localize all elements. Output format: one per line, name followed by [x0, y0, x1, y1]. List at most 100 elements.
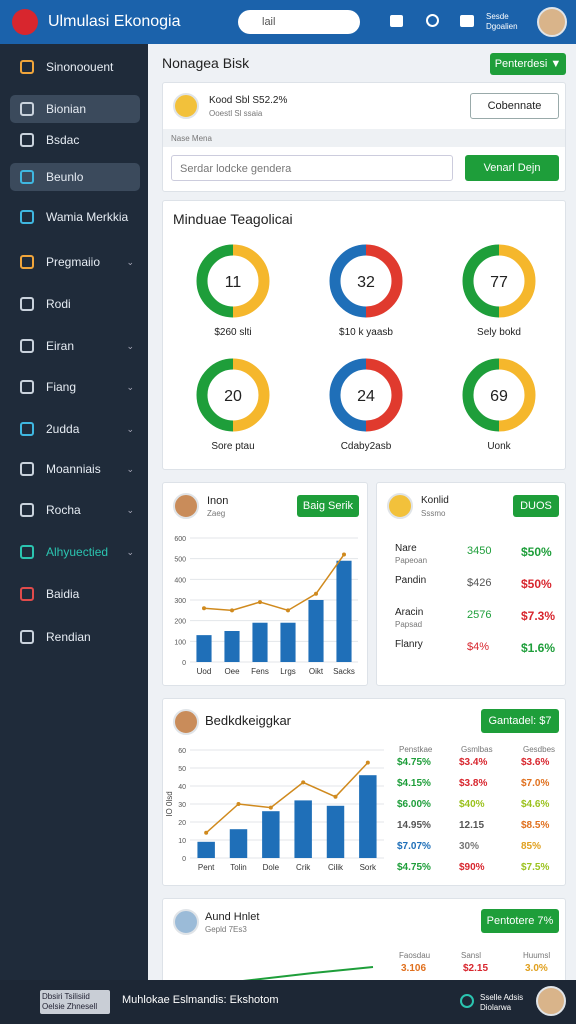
- row-label: Flanry: [395, 639, 423, 650]
- table-cell: $4.75%: [397, 757, 431, 768]
- bar: [359, 775, 377, 858]
- sidebar-item[interactable]: Alhyuectied ⌄: [10, 538, 140, 566]
- sidebar-item[interactable]: Bionian: [10, 95, 140, 123]
- top-button[interactable]: Penterdesi ▼: [490, 53, 566, 75]
- gauge-ring: [365, 358, 403, 432]
- card-title: Konlid: [421, 495, 449, 506]
- sidebar-item[interactable]: 2udda ⌄: [10, 415, 140, 443]
- logo: [12, 9, 38, 35]
- line-point: [301, 780, 306, 785]
- row-pct: $7.3%: [521, 609, 556, 623]
- gauge-ring: [329, 244, 367, 318]
- icon: [20, 255, 34, 269]
- row-sub: Papsad: [395, 620, 423, 629]
- table-cell: $40%: [459, 799, 485, 810]
- gauge-label: $260 slti: [214, 327, 251, 338]
- x-tick-label: Oee: [224, 667, 240, 676]
- sidebar-item[interactable]: Pregmaiio ⌄: [10, 248, 140, 276]
- table-cell: $7.0%: [521, 778, 550, 789]
- button[interactable]: DUOS: [513, 495, 559, 517]
- card-title: Inon: [207, 495, 229, 507]
- y-tick-label: 10: [178, 838, 186, 845]
- row-sub: Papeoan: [395, 556, 428, 565]
- icon[interactable]: [460, 15, 474, 27]
- gauge-ring: [196, 358, 234, 432]
- bar: [326, 805, 345, 858]
- row-pct: $50%: [521, 545, 552, 559]
- sidebar-item[interactable]: Sinonoouent: [10, 53, 140, 81]
- column-header: Faosdau: [399, 951, 431, 960]
- gauge-ring: [365, 244, 403, 318]
- y-tick-label: 300: [174, 598, 186, 605]
- gauge-ring: [498, 244, 536, 318]
- x-tick-label: Fens: [251, 667, 269, 676]
- card-sub: Zaeg: [207, 509, 226, 518]
- button[interactable]: Pentotere 7%: [481, 909, 559, 933]
- submit-button[interactable]: Venarl Dejn: [465, 155, 559, 181]
- sidebar-item[interactable]: Moanniais ⌄: [10, 455, 140, 483]
- sidebar-item[interactable]: Bsdac: [10, 126, 140, 154]
- bar: [294, 800, 312, 858]
- sidebar-item[interactable]: Rendian: [10, 623, 140, 651]
- row-label: Nare: [395, 543, 417, 554]
- icon[interactable]: [390, 15, 403, 27]
- line-point: [286, 608, 290, 613]
- gauges: 11 $260 slti 32 $10 k yaasb 77 Sely bokd 20 Sor…: [196, 244, 536, 452]
- line-point: [365, 760, 370, 765]
- bar: [280, 622, 296, 662]
- sidebar-item[interactable]: Fiang ⌄: [10, 373, 140, 401]
- avatar[interactable]: [536, 986, 566, 1016]
- sidebar-item[interactable]: Eiran ⌄: [10, 332, 140, 360]
- y-tick-label: 30: [178, 802, 186, 809]
- chevron: ⌄: [126, 546, 134, 557]
- x-tick-label: Oikt: [309, 667, 324, 676]
- gauge-label: Cdaby2asb: [341, 441, 392, 452]
- gauge-label: Sely bokd: [477, 327, 521, 338]
- line-point: [258, 600, 262, 605]
- footer-badge: Dbsiri Tsilisiid Oelsie Zhnesell: [40, 990, 110, 1014]
- column-value: 3.0%: [525, 963, 548, 974]
- column-value: $2.15: [463, 963, 489, 974]
- line-point: [204, 830, 209, 835]
- x-tick-label: Uod: [197, 667, 212, 676]
- avatar[interactable]: [537, 7, 567, 37]
- sidebar-item[interactable]: Rodi: [10, 290, 140, 318]
- x-tick-label: Lrgs: [280, 667, 296, 676]
- footer-right-2: Diolarwa: [480, 1003, 512, 1012]
- gauge-value: 24: [357, 388, 375, 405]
- sidebar-item[interactable]: Rocha ⌄: [10, 496, 140, 524]
- chevron: ⌄: [126, 423, 134, 434]
- input-placeholder: Serdar lodcke gendera: [180, 163, 292, 175]
- icon: [20, 503, 34, 517]
- profile-sub: Ooestl Sl ssaia: [209, 109, 263, 118]
- icon: [20, 422, 34, 436]
- column-value: 3.106: [401, 963, 427, 974]
- icon: [20, 170, 34, 184]
- y-axis-label: IO 0lsd: [165, 791, 174, 816]
- footer-center: Muhlokae Eslmandis: Ekshotom: [122, 994, 279, 1006]
- sidebar-item[interactable]: Wamia Merkkia: [10, 203, 140, 231]
- table-cell: $3.4%: [459, 757, 488, 768]
- gauge-value: 32: [357, 274, 375, 291]
- search-box[interactable]: lail: [238, 10, 360, 34]
- footer: Dbsiri Tsilisiid Oelsie Zhnesell Muhloka…: [0, 980, 576, 1024]
- button[interactable]: Cobennate: [470, 93, 559, 119]
- sidebar-item[interactable]: Baidia: [10, 580, 140, 608]
- icon: [20, 297, 34, 311]
- line-point: [230, 608, 234, 613]
- table-cell: $90%: [459, 862, 485, 873]
- search-text: lail: [262, 16, 276, 28]
- x-tick-label: Sork: [360, 863, 377, 872]
- button[interactable]: Baig Serik: [297, 495, 359, 517]
- chart: 0 10 20 30 40 50 60 IO 0lsd Pent Tolin Dole Crik Cil…: [165, 748, 384, 872]
- icon: [20, 102, 34, 116]
- gauge-value: 77: [490, 274, 508, 291]
- row-value: 2576: [467, 609, 492, 621]
- sidebar-item[interactable]: Beunlo: [10, 163, 140, 191]
- label: Nase Mena: [171, 134, 212, 143]
- button[interactable]: Gantadel: $7: [481, 709, 559, 733]
- icon[interactable]: [426, 14, 439, 27]
- input[interactable]: Serdar lodcke gendera: [171, 155, 453, 181]
- avatar: [387, 493, 413, 519]
- row-pct: $50%: [521, 577, 552, 591]
